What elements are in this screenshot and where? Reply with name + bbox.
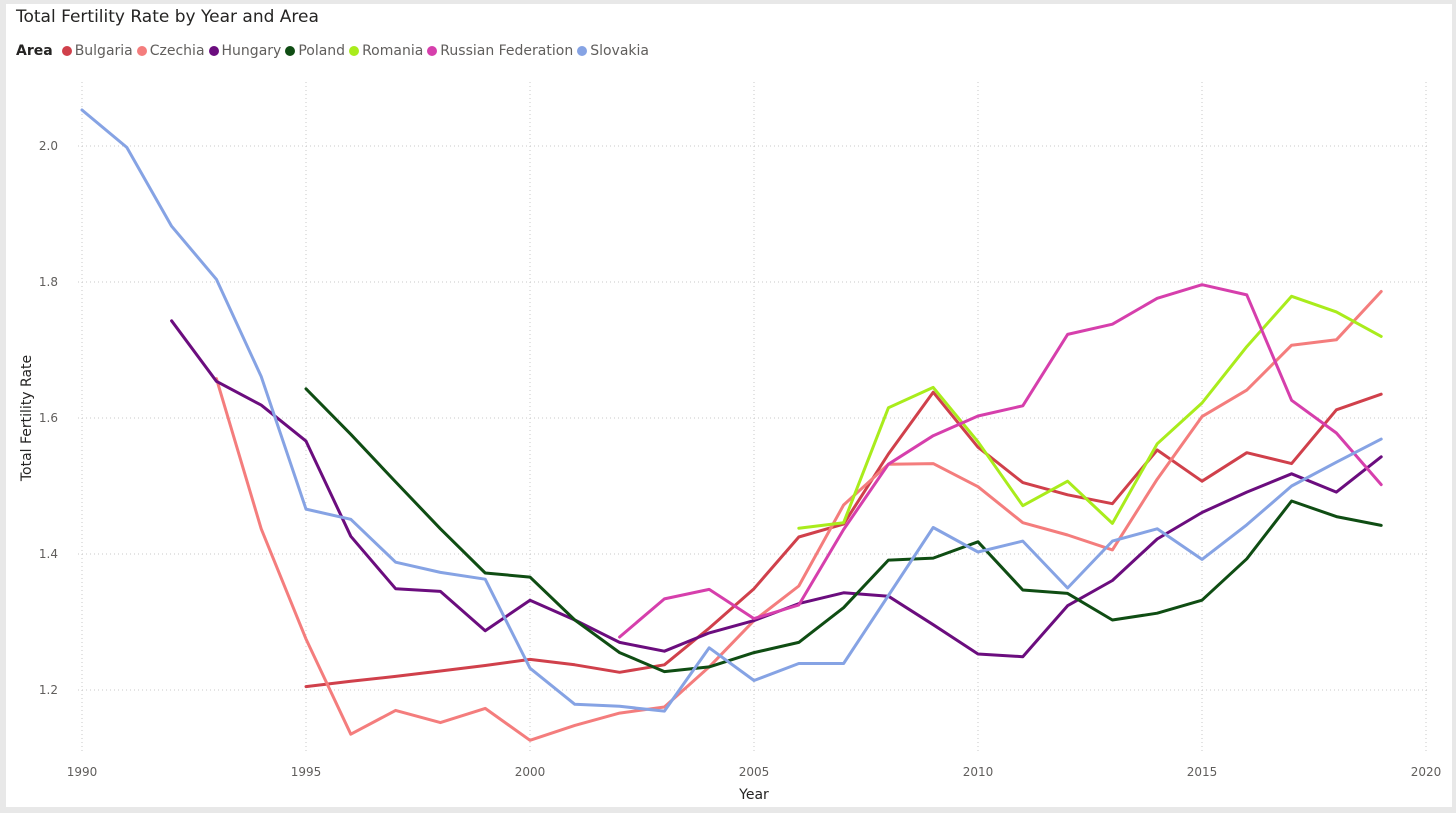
legend-item-bulgaria[interactable]: Bulgaria bbox=[61, 43, 133, 59]
legend-label: Hungary bbox=[221, 43, 282, 59]
x-axis-title: Year bbox=[738, 787, 769, 803]
x-tick-label: 2010 bbox=[963, 765, 994, 779]
series-line-slovakia bbox=[80, 108, 1383, 713]
x-tick-label: 2015 bbox=[1187, 765, 1218, 779]
legend-item-slovakia[interactable]: Slovakia bbox=[577, 43, 649, 59]
legend-marker-icon bbox=[349, 46, 360, 56]
y-tick-label: 1.8 bbox=[39, 275, 58, 289]
x-tick-label: 2000 bbox=[515, 765, 546, 779]
y-axis-title: Total Fertility Rate bbox=[19, 355, 35, 482]
series-line-czechia bbox=[214, 290, 1383, 742]
legend-item-czechia[interactable]: Czechia bbox=[136, 43, 205, 59]
chart-title: Total Fertility Rate by Year and Area bbox=[16, 7, 319, 27]
legend-marker-icon bbox=[136, 46, 147, 56]
chart-panel: Total Fertility Rate by Year and Area Ar… bbox=[6, 4, 1452, 807]
legend-label: Poland bbox=[298, 43, 346, 59]
legend-item-hungary[interactable]: Hungary bbox=[208, 43, 282, 59]
legend-marker-icon bbox=[61, 46, 72, 56]
series-line-romania bbox=[797, 294, 1383, 530]
y-tick-label: 1.4 bbox=[39, 547, 58, 561]
legend-label: Czechia bbox=[149, 43, 205, 59]
legend-item-romania[interactable]: Romania bbox=[349, 43, 423, 59]
series-line-bulgaria bbox=[304, 390, 1383, 689]
legend: Area Bulgaria Czechia Hungary Poland Romania… bbox=[16, 43, 653, 59]
x-tick-label: 1990 bbox=[67, 765, 98, 779]
legend-label: Bulgaria bbox=[74, 43, 133, 59]
series-line-russian-federation bbox=[618, 283, 1383, 639]
y-tick-label: 2.0 bbox=[39, 139, 58, 153]
legend-item-russian-federation[interactable]: Russian Federation bbox=[427, 43, 573, 59]
legend-label: Russian Federation bbox=[440, 43, 574, 59]
series-line-poland bbox=[304, 387, 1383, 674]
legend-item-poland[interactable]: Poland bbox=[285, 43, 345, 59]
y-tick-label: 1.2 bbox=[39, 683, 58, 697]
x-tick-label: 2005 bbox=[739, 765, 770, 779]
legend-label: Romania bbox=[362, 43, 424, 59]
x-tick-label: 2020 bbox=[1411, 765, 1442, 779]
legend-title: Area bbox=[16, 43, 53, 59]
legend-label: Slovakia bbox=[590, 43, 649, 59]
series-line-hungary bbox=[170, 319, 1383, 659]
legend-marker-icon bbox=[427, 46, 438, 56]
legend-marker-icon bbox=[285, 46, 296, 56]
y-tick-label: 1.6 bbox=[39, 411, 58, 425]
legend-marker-icon bbox=[208, 46, 219, 56]
legend-marker-icon bbox=[577, 46, 588, 56]
x-tick-label: 1995 bbox=[291, 765, 322, 779]
